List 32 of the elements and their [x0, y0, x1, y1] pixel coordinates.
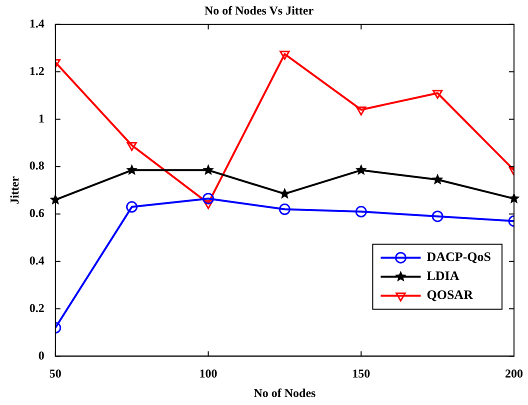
legend-label: DACP-QoS [426, 249, 492, 264]
point [278, 204, 290, 216]
y-tick-label: 1.4 [29, 16, 44, 30]
x-tick-label: 50 [49, 366, 62, 380]
point [432, 210, 444, 222]
y-tick-label: 0.2 [29, 300, 44, 315]
y-tick-label: 0.6 [29, 206, 44, 220]
point [202, 192, 214, 204]
point [126, 164, 138, 176]
point [203, 200, 214, 210]
point [355, 164, 367, 176]
x-tick-label: 200 [505, 366, 523, 380]
y-tick-label: 1 [38, 111, 44, 126]
y-axis-title: Jitter [7, 176, 22, 204]
legend-label: LDIA [426, 268, 460, 284]
point [126, 142, 137, 152]
chart-title: No of Nodes Vs Jitter [204, 3, 314, 18]
point [126, 201, 138, 213]
point [432, 174, 444, 184]
point [356, 106, 366, 116]
point [432, 90, 443, 99]
y-tick-label: 0 [38, 348, 44, 362]
point [202, 164, 214, 176]
x-axis-title: No of Nodes [254, 386, 316, 400]
y-tick-label: 1.2 [29, 64, 44, 78]
point [280, 50, 290, 60]
point [355, 206, 367, 218]
legend-label: QOSAR [426, 287, 474, 302]
x-tick-label: 150 [352, 366, 370, 380]
y-tick-label: 0.8 [29, 158, 44, 173]
x-tick-label: 100 [199, 366, 218, 380]
y-tick-label: 0.4 [29, 253, 44, 268]
